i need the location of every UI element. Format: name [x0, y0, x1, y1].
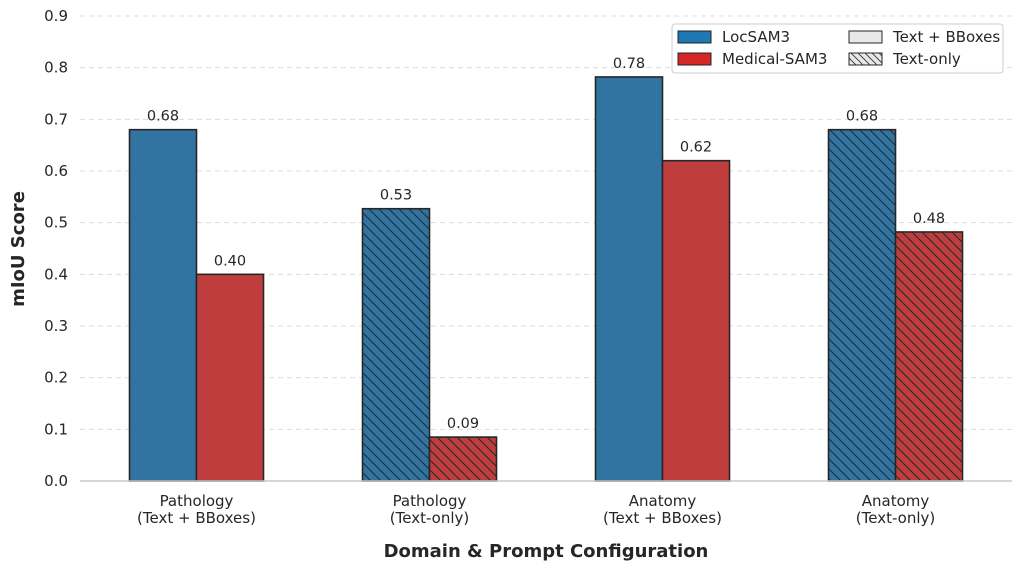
legend-swatch	[677, 52, 712, 66]
x-tick-label: (Text-only)	[856, 509, 935, 527]
x-tick-label: (Text + BBoxes)	[137, 509, 256, 527]
y-tick-label: 0.0	[44, 472, 68, 490]
data-label: 0.68	[846, 109, 878, 125]
bars	[128, 76, 964, 482]
bar	[595, 76, 663, 481]
x-tick-label: Anatomy	[629, 492, 697, 510]
y-tick-label: 0.8	[44, 59, 68, 77]
y-tick-label: 0.4	[44, 265, 68, 283]
data-label: 0.68	[147, 109, 179, 125]
legend-label: Text + BBoxes	[892, 28, 1000, 46]
bar-hatch	[362, 208, 430, 481]
legend-swatch	[677, 30, 712, 44]
legend: LocSAM3 Medical-SAM3 Text + BBoxes Text-onl…	[671, 23, 1004, 74]
x-tick-label: (Text + BBoxes)	[603, 509, 722, 527]
axes: 0.00.10.20.30.40.50.60.70.80.9Pathology(…	[44, 7, 1012, 527]
data-labels: 0.68 0.40 0.53 0.09 0.78 0.62 0.68 0.48	[147, 56, 945, 432]
x-tick-label: Pathology	[393, 492, 467, 510]
legend-box	[671, 23, 1004, 74]
bar	[662, 160, 730, 481]
x-tick-label: (Text-only)	[390, 509, 469, 527]
y-tick-label: 0.6	[44, 162, 68, 180]
data-label: 0.40	[214, 253, 246, 269]
data-label: 0.53	[380, 188, 412, 204]
bar	[196, 274, 264, 481]
y-tick-label: 0.3	[44, 317, 68, 335]
y-tick-label: 0.5	[44, 214, 68, 232]
bar	[129, 129, 197, 481]
bar-hatch	[895, 231, 963, 481]
y-axis-label: mIoU Score	[8, 191, 29, 307]
data-label: 0.62	[680, 140, 712, 156]
bar-hatch	[429, 437, 497, 481]
x-tick-label: Anatomy	[862, 492, 930, 510]
data-label: 0.09	[447, 416, 479, 432]
x-axis-label: Domain & Prompt Configuration	[384, 541, 709, 562]
y-tick-label: 0.1	[44, 420, 68, 438]
y-tick-label: 0.9	[44, 7, 68, 25]
data-label: 0.78	[613, 56, 645, 72]
legend-swatch	[848, 30, 883, 44]
x-tick-label: Pathology	[160, 492, 234, 510]
legend-label: Medical-SAM3	[722, 50, 827, 68]
legend-swatch-hatch	[848, 52, 883, 66]
bar-hatch	[828, 129, 896, 481]
y-tick-label: 0.2	[44, 369, 68, 387]
legend-label: LocSAM3	[722, 28, 790, 46]
data-label: 0.48	[913, 211, 945, 227]
y-tick-label: 0.7	[44, 110, 68, 128]
legend-label: Text-only	[892, 50, 961, 68]
